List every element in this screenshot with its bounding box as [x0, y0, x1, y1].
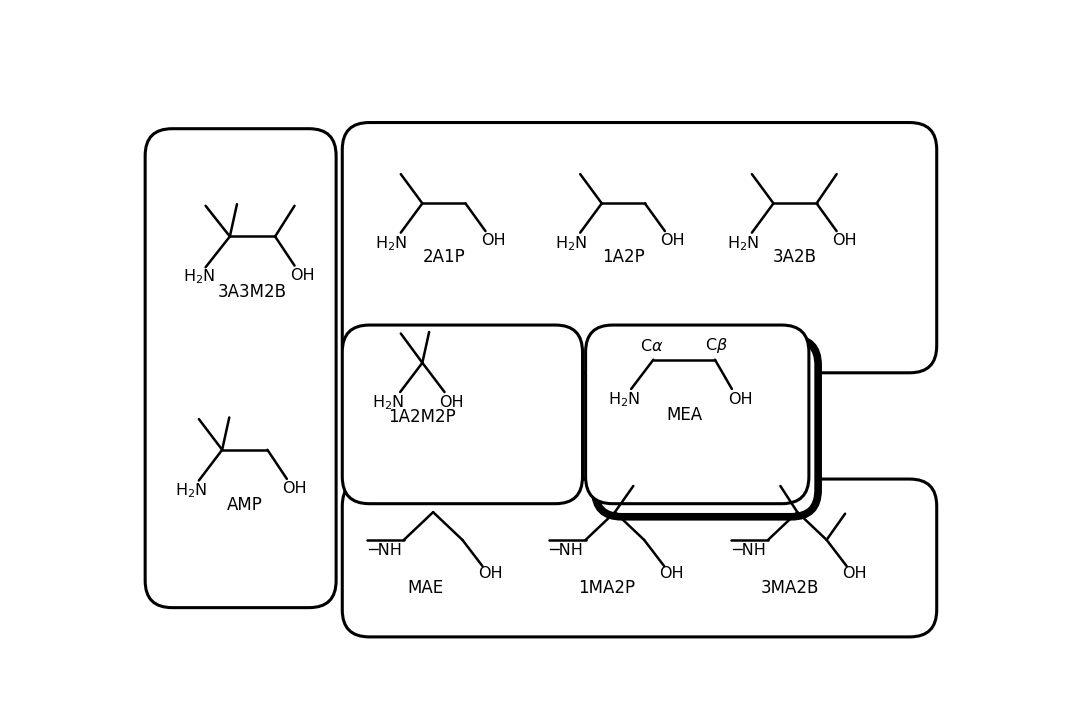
Text: OH: OH	[842, 566, 867, 582]
Text: AMP: AMP	[227, 497, 262, 515]
Text: OH: OH	[481, 233, 505, 248]
FancyBboxPatch shape	[595, 338, 818, 517]
FancyBboxPatch shape	[342, 325, 582, 504]
FancyBboxPatch shape	[145, 129, 336, 608]
Text: 2A1P: 2A1P	[422, 248, 465, 266]
Text: OH: OH	[660, 566, 684, 582]
Text: C$\beta$: C$\beta$	[705, 336, 728, 355]
Text: ─NH: ─NH	[550, 543, 583, 558]
Text: 1A2M2P: 1A2M2P	[388, 408, 456, 425]
Text: OH: OH	[660, 233, 685, 248]
Text: H$_2$N: H$_2$N	[608, 391, 641, 409]
Text: 1MA2P: 1MA2P	[579, 579, 635, 597]
Text: ─NH: ─NH	[368, 543, 402, 558]
Text: H$_2$N: H$_2$N	[183, 268, 215, 286]
Text: 1A2P: 1A2P	[602, 248, 645, 266]
Text: ─NH: ─NH	[732, 543, 766, 558]
Text: 3MA2B: 3MA2B	[760, 579, 819, 597]
Text: 3A3M2B: 3A3M2B	[217, 283, 287, 301]
Text: OH: OH	[439, 395, 464, 409]
Text: 3A2B: 3A2B	[773, 248, 817, 266]
FancyBboxPatch shape	[342, 479, 937, 637]
Text: OH: OH	[728, 392, 753, 407]
Text: C$\alpha$: C$\alpha$	[640, 338, 663, 354]
Text: H$_2$N: H$_2$N	[375, 234, 407, 253]
FancyBboxPatch shape	[585, 325, 809, 504]
Text: OH: OH	[831, 233, 857, 248]
FancyBboxPatch shape	[342, 123, 937, 372]
Text: H$_2$N: H$_2$N	[727, 234, 759, 253]
Text: H$_2$N: H$_2$N	[175, 481, 208, 499]
Text: MAE: MAE	[407, 579, 443, 597]
Text: OH: OH	[478, 566, 502, 582]
Text: MEA: MEA	[666, 406, 702, 424]
Text: OH: OH	[290, 268, 314, 283]
Text: H$_2$N: H$_2$N	[372, 393, 405, 412]
Text: H$_2$N: H$_2$N	[554, 234, 587, 253]
Text: OH: OH	[282, 481, 307, 496]
